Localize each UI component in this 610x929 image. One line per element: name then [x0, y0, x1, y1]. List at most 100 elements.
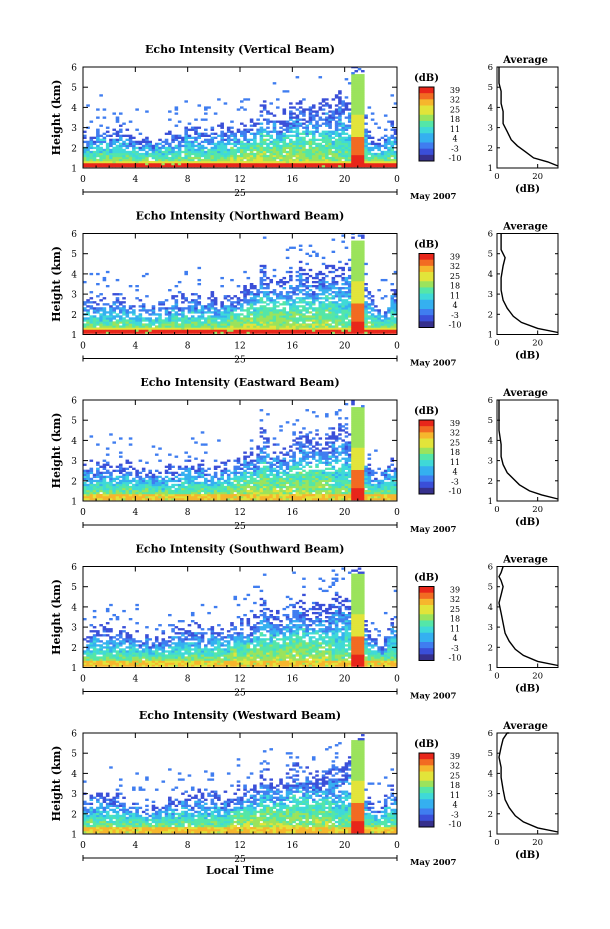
heatmap-cell	[292, 120, 296, 123]
heatmap-cell	[295, 487, 300, 491]
heatmap-cell	[318, 132, 323, 135]
heatmap-cell	[341, 321, 345, 324]
heatmap-cell	[197, 126, 202, 129]
heatmap-cell	[269, 485, 274, 489]
heatmap-cell	[177, 160, 182, 164]
heatmap-cell	[262, 467, 267, 470]
heatmap-cell	[383, 156, 388, 160]
heatmap-cell	[357, 126, 362, 129]
heatmap-cell	[298, 489, 303, 493]
heatmap-cell	[177, 319, 182, 322]
heatmap-cell	[89, 136, 94, 140]
heatmap-cell	[275, 459, 280, 462]
heatmap-cell	[259, 158, 264, 162]
heatmap-cell	[190, 319, 195, 322]
heatmap-cell	[177, 152, 182, 156]
heatmap-cell	[266, 491, 270, 495]
heatmap-cell	[194, 327, 198, 330]
heatmap-cell	[122, 319, 126, 322]
heatmap-cell	[321, 272, 326, 276]
heatmap-cell	[325, 148, 329, 152]
heatmap-cell	[334, 329, 339, 332]
heatmap-cell	[99, 146, 103, 150]
heatmap-cell	[220, 148, 224, 152]
heatmap-cell	[236, 489, 241, 493]
heatmap-cell	[210, 146, 215, 150]
heatmap-cell	[233, 331, 238, 334]
chart-title: Echo Intensity (Eastward Beam)	[140, 376, 339, 389]
heatmap-cell	[361, 124, 365, 127]
heatmap-cell	[138, 327, 143, 330]
heatmap-cell	[338, 106, 342, 109]
heatmap-cell	[174, 299, 179, 302]
heatmap-cell	[262, 100, 267, 103]
heatmap-cell	[351, 86, 355, 89]
heatmap-cell	[236, 108, 241, 111]
heatmap-cell	[354, 307, 359, 310]
heatmap-cell	[292, 483, 296, 487]
heatmap-cell	[269, 327, 274, 330]
heatmap-cell	[321, 100, 326, 103]
heatmap-cell	[259, 323, 264, 326]
heatmap-cell	[213, 491, 218, 495]
heatmap-cell	[256, 160, 260, 164]
colorbar-swatch	[419, 309, 434, 313]
heatmap-cell	[259, 128, 264, 131]
heatmap-cell	[262, 469, 267, 473]
heatmap-cell	[331, 305, 336, 308]
heatmap-cell	[249, 481, 254, 485]
heatmap-cell	[177, 331, 182, 334]
heatmap-cell	[256, 146, 260, 150]
heatmap-cell	[253, 493, 257, 497]
heatmap-cell	[105, 497, 110, 501]
heatmap-cell	[338, 307, 342, 310]
heatmap-cell	[112, 441, 117, 444]
heatmap-cell	[279, 331, 283, 334]
heatmap-cell	[334, 280, 339, 284]
heatmap-cell	[171, 146, 175, 150]
heatmap-cell	[298, 152, 303, 156]
heatmap-cell	[112, 162, 117, 166]
heatmap-cell	[295, 495, 300, 499]
heatmap-cell	[292, 461, 296, 464]
heatmap-cell	[102, 154, 107, 158]
heatmap-cell	[321, 311, 326, 314]
y-tick-label: 4	[71, 270, 77, 280]
heatmap-cell	[262, 142, 267, 146]
heatmap-cell	[344, 116, 349, 119]
heatmap-cell	[154, 477, 159, 481]
heatmap-cell	[302, 140, 306, 144]
heatmap-cell	[272, 321, 277, 324]
heatmap-cell	[223, 321, 228, 324]
heatmap-cell	[223, 311, 228, 314]
heatmap-cell	[361, 303, 365, 306]
heatmap-cell	[135, 327, 139, 330]
heatmap-cell	[102, 278, 107, 282]
heatmap-cell	[347, 144, 352, 148]
heatmap-cell	[213, 327, 218, 330]
heatmap-cell	[171, 489, 175, 493]
heatmap-cell	[338, 319, 342, 322]
heatmap-cell	[354, 118, 359, 121]
heatmap-cell	[295, 309, 300, 312]
heatmap-cell	[331, 303, 336, 306]
heatmap-cell	[161, 483, 166, 487]
heatmap-cell	[338, 297, 342, 300]
heatmap-cell	[187, 479, 192, 483]
heatmap-cell	[259, 469, 264, 473]
heatmap-cell	[259, 313, 264, 316]
heatmap-cell	[86, 313, 90, 316]
heatmap-cell	[393, 128, 397, 131]
heatmap-cell	[308, 327, 313, 330]
heatmap-cell	[86, 325, 90, 328]
heatmap-cell	[387, 142, 391, 146]
heatmap-cell	[331, 280, 336, 284]
heatmap-cell	[83, 280, 87, 284]
heatmap-cell	[246, 461, 251, 464]
heatmap-cell	[141, 154, 146, 158]
heatmap-cell	[305, 150, 309, 154]
heatmap-cell	[357, 254, 362, 258]
heatmap-cell	[135, 289, 139, 292]
heatmap-cell	[118, 491, 123, 495]
heatmap-cell	[181, 473, 185, 477]
